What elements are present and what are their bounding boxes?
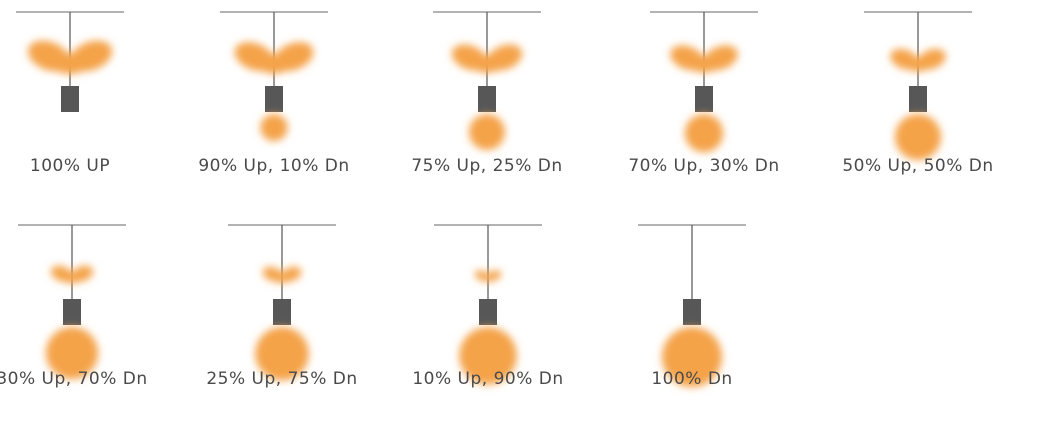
- downlight-glow: [895, 114, 941, 160]
- downlight-glow: [45, 327, 99, 380]
- fixture-body: [61, 86, 79, 112]
- distribution-label: 70% Up, 30% Dn: [628, 156, 780, 176]
- pendant-light-icon: [638, 224, 746, 387]
- fixture-body: [265, 86, 283, 112]
- uplight-glow: [474, 270, 502, 283]
- uplight-glow: [451, 44, 523, 73]
- downlight-glow: [662, 327, 722, 387]
- distribution-label: 10% Up, 90% Dn: [412, 369, 564, 389]
- fixture-body: [478, 86, 496, 112]
- pendant-light-icon: [220, 11, 328, 142]
- pendant-light-icon: [433, 11, 541, 150]
- distribution-label: 25% Up, 75% Dn: [206, 369, 358, 389]
- downlight-glow: [255, 327, 309, 381]
- distribution-label: 90% Up, 10% Dn: [198, 156, 350, 176]
- uplight-glow: [890, 48, 946, 72]
- downlight-glow: [469, 114, 505, 150]
- downlight-glow: [459, 327, 517, 385]
- distribution-label: 50% Up, 50% Dn: [842, 156, 994, 176]
- pendant-light-icon: [228, 224, 336, 381]
- distribution-label: 100% UP: [29, 156, 111, 176]
- distribution-item-3: 70% Up, 30% Dn: [604, 0, 804, 220]
- pendant-light-icon: [434, 224, 542, 385]
- uplight-glow: [234, 42, 314, 74]
- distribution-label: 100% Dn: [651, 369, 733, 389]
- fixture-body: [479, 299, 497, 325]
- distribution-item-5: 30% Up, 70% Dn: [0, 213, 172, 433]
- pendant-light-icon: [18, 224, 126, 380]
- downlight-glow: [260, 114, 288, 142]
- fixture-body: [695, 86, 713, 112]
- uplight-glow: [27, 40, 113, 75]
- uplight-glow: [670, 45, 738, 73]
- distribution-label: 75% Up, 25% Dn: [411, 156, 563, 176]
- distribution-item-0: 100% UP: [0, 0, 170, 220]
- fixture-body: [683, 299, 701, 325]
- pendant-light-icon: [650, 11, 758, 153]
- uplight-glow: [50, 265, 94, 284]
- distribution-item-1: 90% Up, 10% Dn: [174, 0, 374, 220]
- fixture-body: [273, 299, 291, 325]
- pendant-light-icon: [864, 11, 972, 160]
- distribution-item-6: 25% Up, 75% Dn: [182, 213, 382, 433]
- distribution-label: 30% Up, 70% Dn: [0, 369, 148, 389]
- distribution-item-7: 10% Up, 90% Dn: [388, 213, 588, 433]
- pendant-light-icon: [16, 11, 124, 112]
- distribution-item-2: 75% Up, 25% Dn: [387, 0, 587, 220]
- fixture-body: [63, 299, 81, 325]
- fixture-body: [909, 86, 927, 112]
- uplight-glow: [262, 266, 302, 284]
- distribution-item-8: 100% Dn: [592, 213, 792, 433]
- distribution-item-4: 50% Up, 50% Dn: [818, 0, 1018, 220]
- downlight-glow: [684, 114, 724, 153]
